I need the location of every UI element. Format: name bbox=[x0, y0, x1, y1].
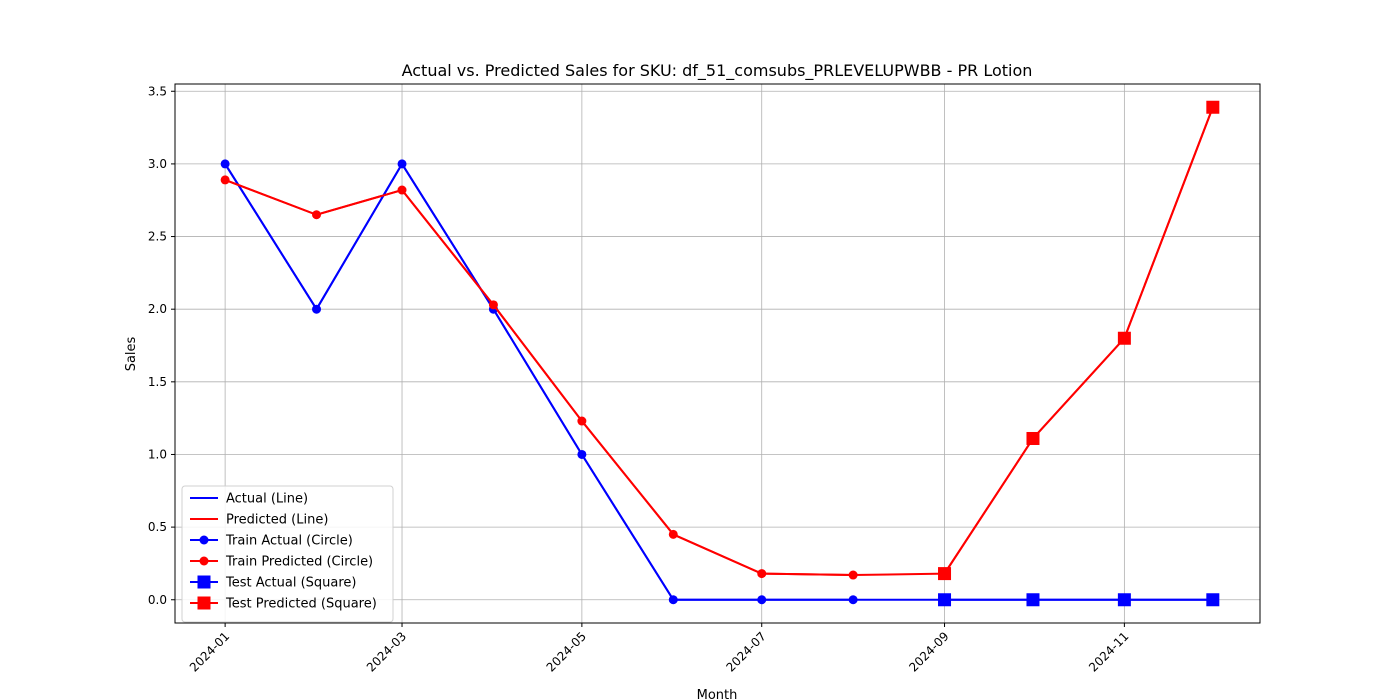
data-point bbox=[757, 569, 767, 579]
series-layer bbox=[220, 100, 1220, 607]
legend-label: Train Predicted (Circle) bbox=[225, 555, 373, 570]
data-point bbox=[312, 210, 322, 220]
chart-title: Actual vs. Predicted Sales for SKU: df_5… bbox=[402, 61, 1033, 81]
data-point bbox=[1117, 593, 1131, 607]
x-tick-label: 2024-11 bbox=[1086, 629, 1131, 674]
legend-marker bbox=[199, 535, 209, 545]
data-point bbox=[1206, 100, 1220, 114]
y-tick-label: 0.5 bbox=[148, 520, 167, 534]
data-point bbox=[397, 185, 407, 195]
x-axis-label: Month bbox=[697, 688, 738, 700]
legend-label: Actual (Line) bbox=[226, 492, 308, 507]
legend-entry: Actual (Line) bbox=[190, 492, 308, 507]
plot-frame bbox=[174, 83, 1261, 624]
x-tick-label: 2024-01 bbox=[187, 629, 232, 674]
grid-lines bbox=[175, 84, 1260, 623]
data-point bbox=[577, 449, 587, 459]
series-train-predicted-circle bbox=[220, 175, 858, 580]
x-tick-label: 2024-03 bbox=[364, 629, 409, 674]
legend-label: Predicted (Line) bbox=[226, 513, 328, 528]
y-tick-label: 3.0 bbox=[148, 157, 167, 171]
data-point bbox=[938, 567, 952, 581]
y-axis-label: Sales bbox=[124, 336, 139, 371]
data-point bbox=[1117, 331, 1131, 345]
data-point bbox=[312, 304, 322, 314]
legend-label: Test Actual (Square) bbox=[225, 576, 357, 591]
data-point bbox=[938, 593, 952, 607]
y-tick-label: 3.5 bbox=[148, 84, 167, 98]
data-point bbox=[848, 595, 858, 605]
data-point bbox=[220, 159, 230, 169]
legend-marker bbox=[199, 556, 209, 566]
data-point bbox=[220, 175, 230, 185]
legend-label: Test Predicted (Square) bbox=[225, 597, 377, 612]
data-point bbox=[757, 595, 767, 605]
data-point bbox=[848, 570, 858, 580]
data-point bbox=[1026, 431, 1040, 445]
data-point bbox=[397, 159, 407, 169]
series-line bbox=[943, 106, 1214, 575]
series-test-actual-square bbox=[938, 593, 1220, 607]
series-line bbox=[224, 178, 854, 577]
data-point bbox=[1026, 593, 1040, 607]
y-tick-label: 1.0 bbox=[148, 447, 167, 461]
legend-entry: Train Actual (Circle) bbox=[190, 534, 353, 549]
data-point bbox=[668, 595, 678, 605]
legend-entry: Predicted (Line) bbox=[190, 513, 328, 528]
legend: Actual (Line) Predicted (Line) Train Actua… bbox=[181, 485, 394, 623]
x-tick-label: 2024-09 bbox=[906, 629, 951, 674]
y-tick-label: 0.0 bbox=[148, 593, 167, 607]
data-point bbox=[1206, 593, 1220, 607]
x-tick-label: 2024-07 bbox=[723, 629, 768, 674]
y-tick-label: 2.5 bbox=[148, 230, 167, 244]
y-tick-label: 2.0 bbox=[148, 302, 167, 316]
data-point bbox=[488, 300, 498, 310]
x-tick-label: 2024-05 bbox=[544, 629, 589, 674]
data-point bbox=[668, 529, 678, 539]
series-line bbox=[224, 161, 854, 601]
legend-label: Train Actual (Circle) bbox=[225, 534, 353, 549]
series-test-predicted-square bbox=[938, 100, 1220, 581]
data-point bbox=[577, 416, 587, 426]
legend-box bbox=[181, 485, 394, 623]
legend-entry: Train Predicted (Circle) bbox=[190, 555, 373, 570]
legend-entry: Test Actual (Square) bbox=[190, 575, 357, 591]
y-tick-label: 1.5 bbox=[148, 375, 167, 389]
legend-marker bbox=[197, 596, 211, 610]
legend-entry: Test Predicted (Square) bbox=[190, 596, 377, 612]
legend-marker bbox=[197, 575, 211, 589]
